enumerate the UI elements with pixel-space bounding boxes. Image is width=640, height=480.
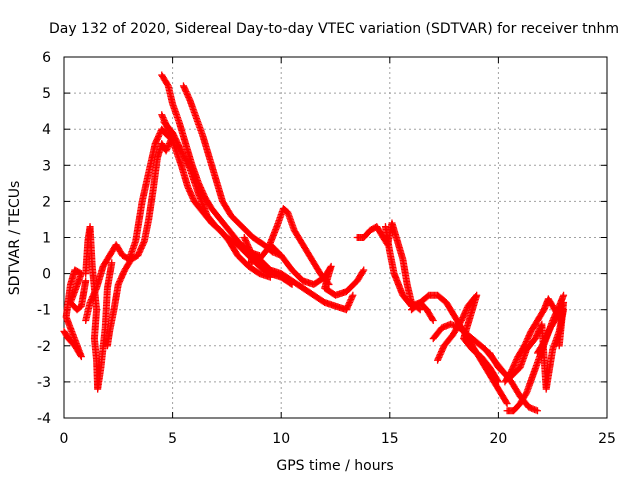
data-point-marker [108, 259, 116, 267]
data-point-marker [348, 293, 356, 301]
series-arc-7 [179, 82, 285, 260]
y-tick-label: 0 [42, 267, 51, 283]
series-arc-20 [533, 298, 568, 357]
x-axis-title: GPS time / hours [276, 458, 393, 474]
series-arc-11 [266, 241, 368, 299]
data-point-marker [82, 277, 90, 285]
data-point-marker [555, 342, 563, 350]
y-tick-label: 3 [42, 158, 51, 174]
data-point-marker [428, 315, 436, 323]
y-tick-labels: -4 -3 -2 -1 0 1 2 3 4 5 6 [37, 50, 51, 427]
y-tick-label: 6 [42, 50, 51, 66]
y-tick-label: -3 [37, 375, 51, 391]
grid-lines [64, 57, 607, 418]
y-tick-label: 1 [42, 231, 51, 247]
x-tick-labels: 0 5 10 15 20 25 [60, 431, 616, 447]
x-tick-label: 5 [168, 431, 177, 447]
data-point-marker [429, 317, 437, 325]
series-arc-5 [158, 71, 263, 260]
chart-title: Day 132 of 2020, Sidereal Day-to-day VTE… [49, 21, 619, 37]
data-markers [60, 71, 568, 415]
series-arc-1 [60, 266, 90, 361]
y-tick-label: -1 [37, 303, 51, 319]
axis-ticks [63, 56, 608, 419]
series-arc-3 [82, 125, 172, 325]
y-axis-title: SDTVAR / TECUs [7, 181, 23, 296]
series-arc-10 [245, 255, 357, 314]
y-tick-label: 5 [42, 86, 51, 102]
series-arc-4 [103, 132, 177, 350]
y-tick-label: -2 [37, 339, 51, 355]
data-point-marker [503, 400, 511, 408]
data-point-marker [416, 306, 424, 314]
data-point-marker [349, 291, 357, 299]
x-tick-label: 10 [272, 431, 290, 447]
x-tick-label: 0 [60, 431, 69, 447]
y-tick-label: 2 [42, 194, 51, 210]
data-point-marker [494, 377, 502, 385]
data-point-marker [560, 291, 568, 299]
data-point-marker [502, 398, 510, 406]
data-point-marker [494, 378, 502, 386]
data-point-marker [533, 407, 541, 415]
y-tick-label: -4 [37, 411, 51, 427]
x-tick-label: 15 [381, 431, 399, 447]
series-arc-8 [160, 118, 296, 288]
data-point-marker [140, 239, 148, 247]
data-point-marker [359, 267, 367, 275]
x-tick-label: 25 [598, 431, 616, 447]
y-tick-label: 4 [42, 122, 51, 138]
data-point-marker [360, 266, 368, 274]
x-tick-label: 20 [489, 431, 507, 447]
